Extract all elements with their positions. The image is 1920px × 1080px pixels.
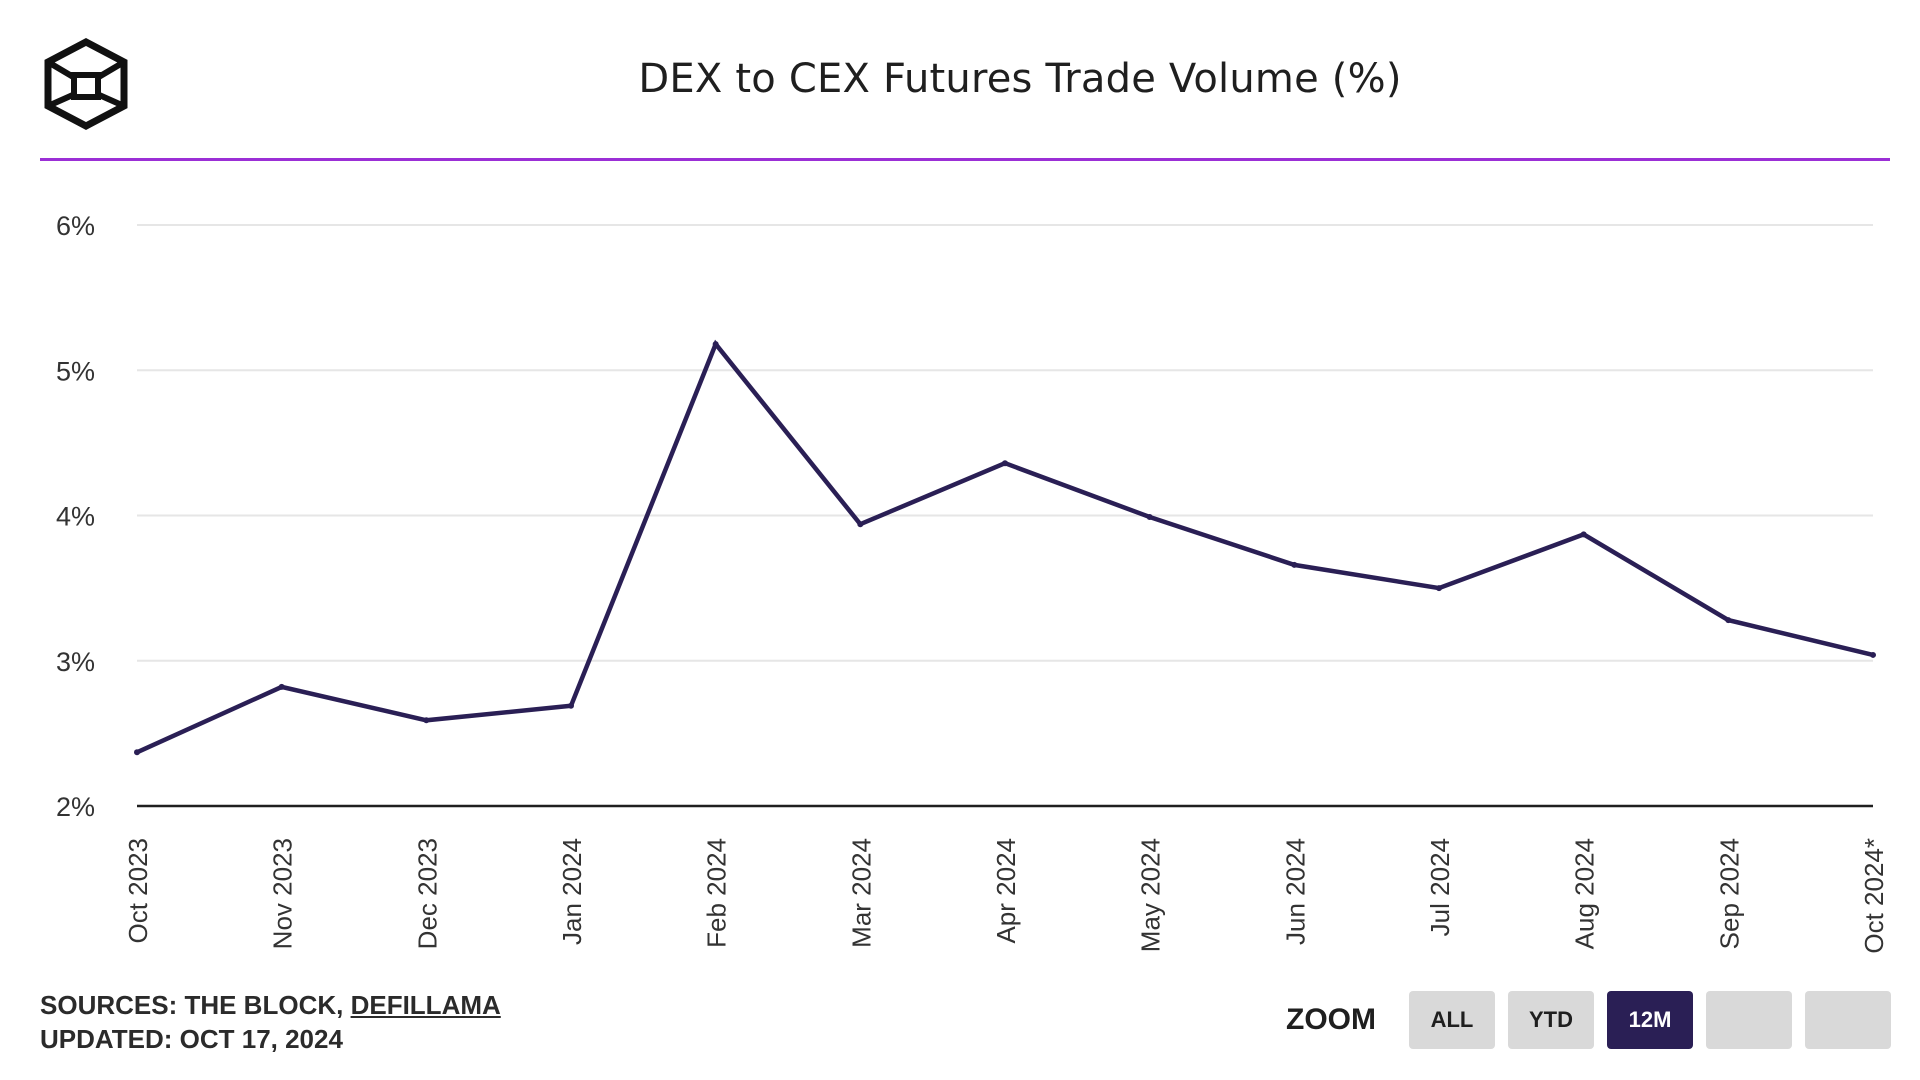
updated-text: UPDATED: OCT 17, 2024 [40, 1024, 343, 1054]
y-tick-label: 2% [56, 792, 95, 822]
y-tick-label: 3% [56, 647, 95, 677]
sources-footer: SOURCES: THE BLOCK, DEFILLAMA UPDATED: O… [40, 988, 501, 1056]
zoom-ytd-button[interactable]: YTD [1508, 991, 1594, 1049]
x-tick-label: Feb 2024 [702, 838, 732, 948]
data-point[interactable] [1870, 651, 1876, 658]
data-point[interactable] [1291, 561, 1298, 568]
zoom-all-button[interactable]: ALL [1409, 991, 1495, 1049]
defillama-link[interactable]: DEFILLAMA [350, 990, 501, 1020]
grid-lines [137, 224, 1873, 662]
data-point[interactable] [568, 702, 574, 709]
data-point[interactable] [712, 341, 719, 348]
zoom-button-4[interactable] [1706, 991, 1792, 1049]
data-point[interactable] [1436, 585, 1442, 592]
y-tick-label: 6% [56, 211, 95, 241]
y-axis-tick-labels: 2% 3% 4% 5% 6% [56, 211, 95, 822]
data-point[interactable] [1725, 617, 1732, 624]
data-point[interactable] [857, 521, 864, 528]
x-tick-label: Aug 2024 [1570, 838, 1600, 949]
x-tick-label: Dec 2023 [412, 838, 442, 949]
chart-title: DEX to CEX Futures Trade Volume (%) [638, 56, 1402, 102]
data-point[interactable] [423, 717, 430, 724]
sources-text: SOURCES: THE BLOCK, [40, 990, 351, 1020]
x-tick-label: Nov 2023 [268, 838, 298, 949]
x-tick-label: May 2024 [1136, 838, 1166, 952]
data-point[interactable] [1002, 460, 1008, 467]
zoom-12m-button[interactable]: 12M [1607, 991, 1693, 1049]
header-divider [40, 158, 1890, 161]
x-axis-tick-labels: Oct 2023 Nov 2023 Dec 2023 Jan 2024 Feb 2024… [123, 838, 1889, 954]
zoom-button-5[interactable] [1805, 991, 1891, 1049]
x-tick-label: Apr 2024 [991, 838, 1021, 944]
x-tick-label: Jun 2024 [1280, 838, 1310, 945]
data-point[interactable] [1580, 531, 1587, 538]
x-tick-label: Sep 2024 [1714, 838, 1744, 949]
data-point[interactable] [134, 749, 140, 756]
x-tick-label: Oct 2024* [1859, 838, 1889, 954]
series-line [136, 339, 1874, 755]
zoom-label: ZOOM [1286, 1003, 1376, 1036]
x-tick-label: Mar 2024 [846, 838, 876, 948]
the-block-logo-icon [44, 38, 128, 130]
x-tick-label: Jan 2024 [557, 838, 587, 945]
x-tick-label: Oct 2023 [123, 838, 153, 944]
series-line-group [134, 339, 1876, 756]
y-tick-label: 4% [56, 502, 95, 532]
data-point[interactable] [1146, 513, 1153, 520]
data-point[interactable] [278, 683, 285, 690]
x-tick-label: Jul 2024 [1425, 838, 1455, 936]
zoom-controls: ZOOM ALL YTD 12M [1286, 990, 1891, 1050]
y-tick-label: 5% [56, 356, 95, 386]
